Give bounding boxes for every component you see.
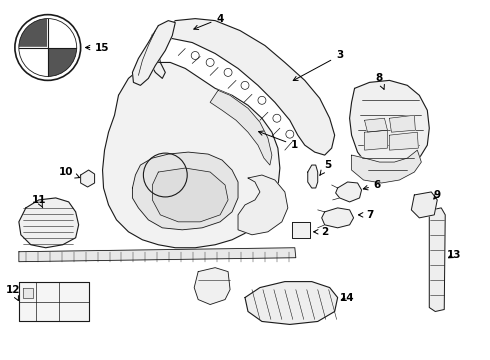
Polygon shape [19, 248, 296, 262]
Polygon shape [390, 115, 416, 132]
Wedge shape [48, 19, 76, 48]
Polygon shape [390, 132, 418, 150]
Text: 2: 2 [314, 227, 328, 237]
Text: 3: 3 [293, 50, 343, 81]
Text: 7: 7 [359, 210, 373, 220]
Text: 14: 14 [340, 293, 355, 302]
Polygon shape [132, 152, 238, 230]
Polygon shape [322, 208, 354, 228]
Polygon shape [238, 175, 288, 235]
Polygon shape [352, 150, 421, 183]
Polygon shape [349, 80, 429, 173]
Wedge shape [20, 19, 48, 48]
Polygon shape [365, 130, 388, 150]
Text: 8: 8 [376, 73, 384, 89]
Polygon shape [19, 282, 89, 321]
Text: 13: 13 [447, 250, 462, 260]
Polygon shape [365, 118, 388, 132]
Text: 15: 15 [85, 42, 110, 53]
Text: 1: 1 [259, 131, 298, 150]
Polygon shape [292, 222, 310, 238]
Text: 4: 4 [194, 14, 224, 30]
Wedge shape [20, 48, 48, 76]
Polygon shape [23, 288, 33, 298]
Polygon shape [148, 19, 335, 155]
Polygon shape [210, 90, 272, 165]
Polygon shape [81, 170, 95, 187]
Text: 9: 9 [434, 190, 441, 200]
Text: 11: 11 [31, 195, 46, 208]
Polygon shape [308, 165, 318, 188]
Polygon shape [132, 21, 175, 85]
Text: 6: 6 [363, 180, 381, 190]
Polygon shape [412, 192, 437, 218]
Polygon shape [194, 268, 230, 305]
Text: 10: 10 [58, 167, 80, 178]
Polygon shape [429, 208, 445, 311]
Polygon shape [19, 198, 78, 248]
Polygon shape [245, 282, 338, 324]
Wedge shape [48, 48, 76, 76]
Polygon shape [336, 182, 362, 202]
Text: 12: 12 [6, 284, 20, 301]
Polygon shape [152, 168, 228, 222]
Text: 5: 5 [320, 160, 331, 175]
Polygon shape [102, 62, 280, 248]
